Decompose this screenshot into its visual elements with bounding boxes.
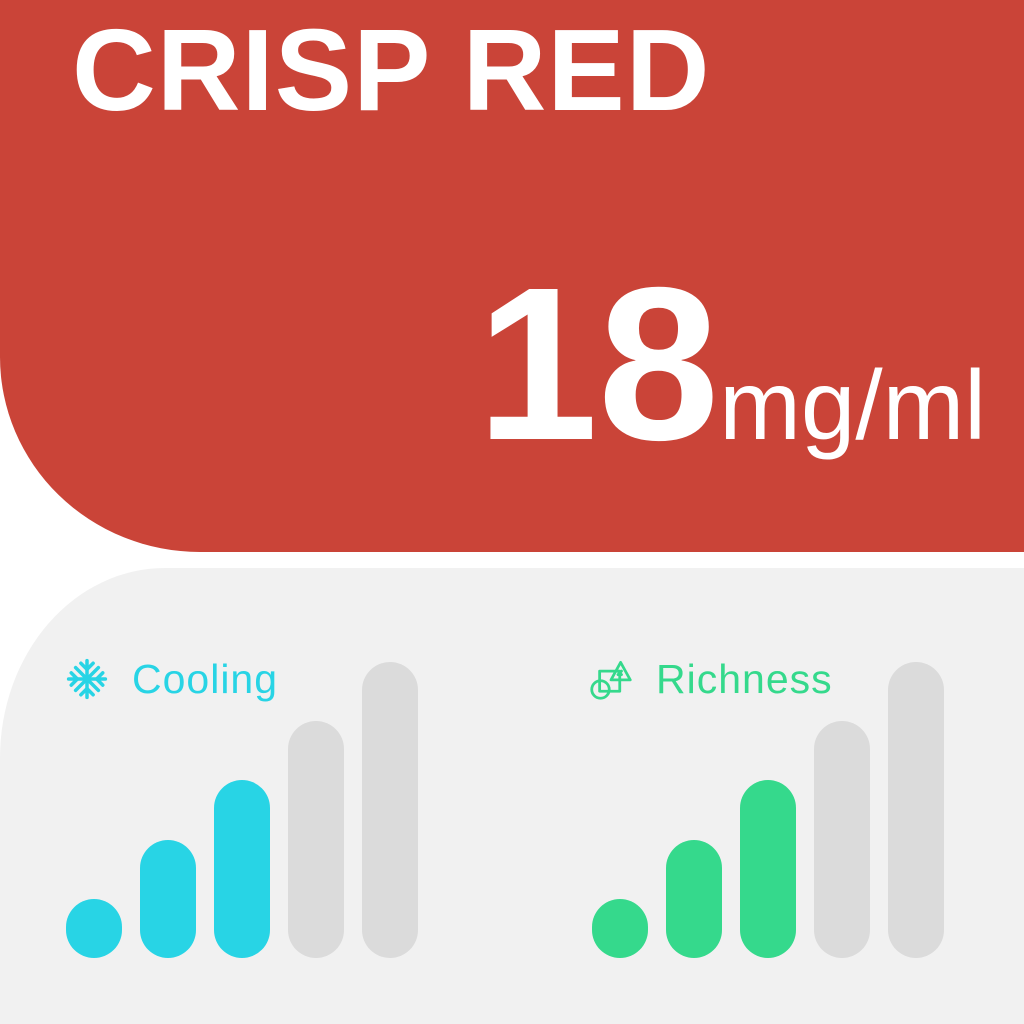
richness-meter	[592, 662, 944, 958]
page-title: CRISP RED	[72, 5, 711, 135]
cooling-bar-3	[214, 780, 270, 958]
shapes-icon	[590, 660, 632, 700]
trait-label-cooling: Cooling	[132, 655, 279, 702]
strength-value: 18	[476, 243, 720, 486]
snowflake-icon	[66, 658, 108, 700]
trait-header-cooling: Cooling	[66, 656, 278, 702]
richness-bar-2	[666, 840, 722, 958]
trait-header-richness: Richness	[590, 656, 833, 702]
cooling-bar-2	[140, 840, 196, 958]
richness-bar-3	[740, 780, 796, 958]
trait-label-richness: Richness	[656, 655, 833, 702]
nicotine-strength: 18mg/ml	[477, 256, 986, 474]
header-block: CRISP RED 18mg/ml	[0, 0, 1024, 552]
richness-bar-5	[888, 662, 944, 958]
cooling-bar-5	[362, 662, 418, 958]
cooling-bar-1	[66, 899, 122, 958]
strength-unit: mg/ml	[719, 350, 986, 460]
cooling-bar-4	[288, 721, 344, 958]
cooling-meter	[66, 662, 418, 958]
richness-bar-1	[592, 899, 648, 958]
richness-bar-4	[814, 721, 870, 958]
